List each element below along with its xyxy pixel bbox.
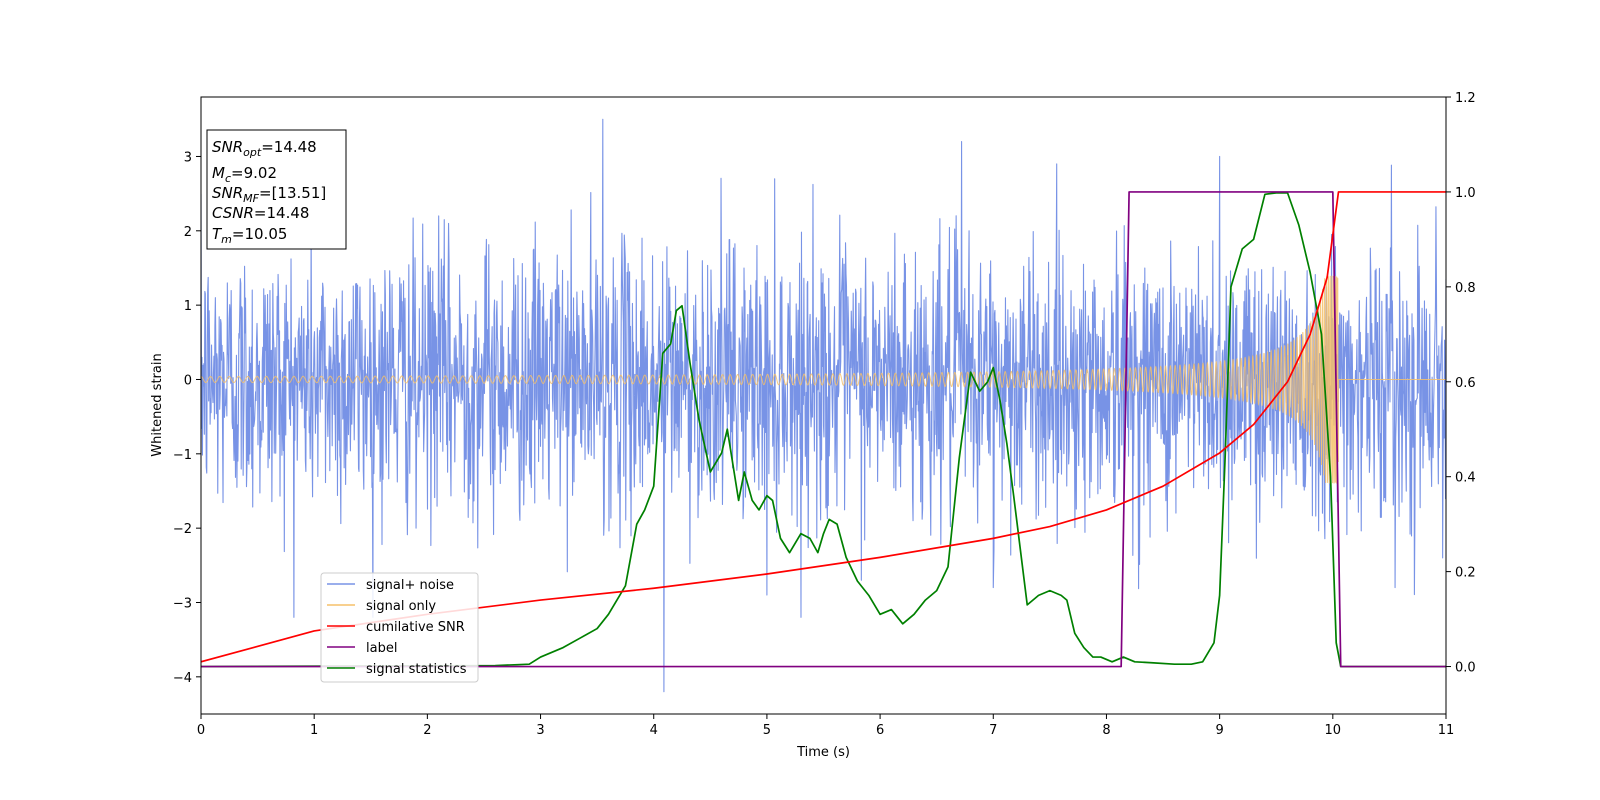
x-tick-label-4: 4 <box>650 723 658 738</box>
y2-tick-label-1.0: 1.0 <box>1455 186 1476 201</box>
series-signal-only-line <box>201 275 1446 484</box>
series-cumulative-snr-line <box>201 191 1446 663</box>
legend: signal+ noise signal only cumilative SNR… <box>320 572 479 683</box>
plot-area <box>201 118 1446 693</box>
plot-frame <box>200 96 1447 715</box>
info-tm: Tm=10.05 <box>212 225 287 246</box>
x-tick-label-9: 9 <box>1215 723 1223 738</box>
y-tick-label-3: 3 <box>184 150 192 165</box>
x-tick-label-5: 5 <box>763 723 771 738</box>
x-tick-label-7: 7 <box>989 723 997 738</box>
x-tick-label-0: 0 <box>197 723 205 738</box>
x-axis-label: Time (s) <box>796 745 850 760</box>
x-tick-label-6: 6 <box>876 723 884 738</box>
y-tick-label-0: 0 <box>184 373 192 388</box>
y-tick-label--3: −3 <box>173 596 192 611</box>
y2-tick-label-0.0: 0.0 <box>1455 661 1476 676</box>
legend-label-cumulative-snr: cumilative SNR <box>366 620 465 635</box>
y2-tick-label-0.8: 0.8 <box>1455 281 1476 296</box>
info-box: SNRopt=14.48 Mc=9.02 SNRMF=[13.51] CSNR=… <box>206 129 347 250</box>
y2-tick-label-0.6: 0.6 <box>1455 376 1476 391</box>
series-label-line <box>201 191 1446 668</box>
y2-tick-label-0.2: 0.2 <box>1455 566 1476 581</box>
info-snr-mf: SNRMF=[13.51] <box>212 184 326 205</box>
series-signal-statistics-line <box>201 192 1446 668</box>
x-tick-label-8: 8 <box>1102 723 1110 738</box>
legend-label-label: label <box>366 641 397 656</box>
legend-label-signal-statistics: signal statistics <box>366 662 467 677</box>
y2-tick-label-1.2: 1.2 <box>1455 91 1476 106</box>
info-csnr: CSNR=14.48 <box>212 204 309 222</box>
x-tick-label-1: 1 <box>310 723 318 738</box>
info-snr-opt: SNRopt=14.48 <box>212 138 317 159</box>
y2-tick-label-0.4: 0.4 <box>1455 471 1476 486</box>
info-mc: Mc=9.02 <box>212 164 277 185</box>
x-tick-label-11: 11 <box>1438 723 1455 738</box>
y-tick-label--1: −1 <box>173 448 192 463</box>
series-signal-noise-line <box>201 118 1446 693</box>
x-tick-label-3: 3 <box>536 723 544 738</box>
y-tick-label-2: 2 <box>184 225 192 240</box>
x-tick-label-10: 10 <box>1325 723 1342 738</box>
y-tick-label-1: 1 <box>184 299 192 314</box>
legend-label-signal-noise: signal+ noise <box>366 578 454 593</box>
y-tick-label--2: −2 <box>173 522 192 537</box>
y-tick-label--4: −4 <box>173 671 192 686</box>
legend-label-signal-only: signal only <box>366 599 436 614</box>
x-tick-label-2: 2 <box>423 723 431 738</box>
y-axis-label: Whitened strain <box>150 353 165 456</box>
axes: 0 1 2 3 4 5 6 7 8 9 10 113210−1−2−3−41.21.00.80.60.… <box>173 91 1476 738</box>
